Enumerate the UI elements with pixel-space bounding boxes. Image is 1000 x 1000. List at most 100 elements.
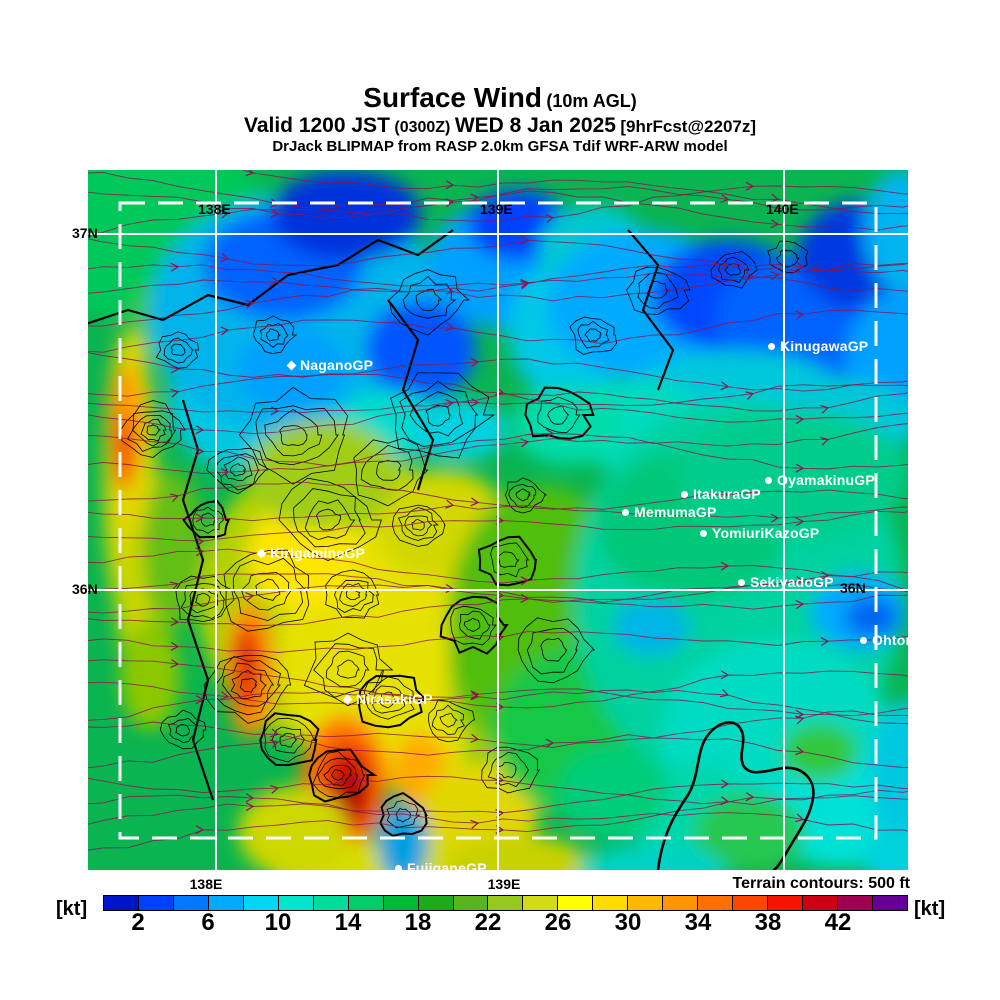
gridline-lon-138E xyxy=(215,170,217,870)
site-marker-icon xyxy=(681,490,688,498)
colorbar-segment xyxy=(418,896,454,910)
colorbar-segment xyxy=(523,896,559,910)
colorbar-tick-34: 34 xyxy=(684,909,712,936)
colorbar-segment xyxy=(173,896,209,910)
gridline-lat-36N xyxy=(88,589,908,591)
colorbar-segment xyxy=(803,896,839,910)
site-label-NaganoGP: NaganoGP xyxy=(286,357,374,373)
gridline-lon-140E xyxy=(783,170,785,870)
colorbar-tick-18: 18 xyxy=(404,909,432,936)
site-marker-icon xyxy=(286,360,297,370)
wind-streamlines xyxy=(88,170,908,851)
colorbar-segment xyxy=(733,896,769,910)
page-title: Surface Wind xyxy=(363,82,542,113)
colorbar-segment xyxy=(313,896,349,910)
colorbar-tick-26: 26 xyxy=(544,909,572,936)
site-name: MemumaGP xyxy=(634,504,717,520)
terrain-contours-note: Terrain contours: 500 ft xyxy=(732,875,910,892)
gridline-lon-139E xyxy=(497,170,499,870)
gridline-lat-37N xyxy=(88,233,908,235)
colorbar-segment xyxy=(208,896,244,910)
site-label-KinugawaGP: KinugawaGP xyxy=(768,338,868,354)
site-label-SekiyadoGP: SekiyadoGP xyxy=(738,574,834,590)
site-marker-icon xyxy=(765,476,772,484)
coastline xyxy=(656,721,815,870)
site-label-OhtoneGP: OhtoneGP xyxy=(860,632,908,648)
colorbar-tick-42: 42 xyxy=(824,909,852,936)
site-label-YomiuriKazoGP: YomiuriKazoGP xyxy=(700,525,819,541)
model-line: DrJack BLIPMAP from RASP 2.0km GFSA Tdif… xyxy=(272,138,728,156)
colorbar-segments xyxy=(103,895,908,911)
colorbar-segment xyxy=(278,896,314,910)
colorbar-segment xyxy=(383,896,419,910)
valid-line: Valid 1200 JST (0300Z) WED 8 Jan 2025 [9… xyxy=(0,114,1000,138)
colorbar-segment xyxy=(104,896,139,910)
colorbar-segment xyxy=(348,896,384,910)
valid-date: WED 8 Jan 2025 xyxy=(454,114,616,138)
colorbar-segment xyxy=(243,896,279,910)
colorbar-tick-6: 6 xyxy=(201,909,215,936)
site-label-ItakuraGP: ItakuraGP xyxy=(681,486,761,502)
lon-label-138E: 138E xyxy=(197,201,231,217)
colorbar-segment xyxy=(768,896,804,910)
forecast-tag: [9hrFcst@2207z] xyxy=(620,117,757,137)
site-name: SekiyadoGP xyxy=(750,574,834,590)
valid-time: Valid 1200 JST xyxy=(243,114,390,138)
valid-zulu: (0300Z) xyxy=(394,119,451,137)
bottom-lon-label-139E: 139E xyxy=(487,876,521,892)
colorbar-segment xyxy=(872,896,907,910)
colorbar-tick-2: 2 xyxy=(131,909,145,936)
lat-label-left-36N: 36N xyxy=(72,581,98,597)
lat-label-left-37N: 37N xyxy=(72,225,98,241)
colorbar-tick-10: 10 xyxy=(264,909,292,936)
colorbar-unit-left: [kt] xyxy=(56,898,88,920)
colorbar-tick-14: 14 xyxy=(334,909,362,936)
site-name: NaganoGP xyxy=(300,357,374,373)
site-label-MemumaGP: MemumaGP xyxy=(622,504,717,520)
colorbar-segment xyxy=(628,896,664,910)
colorbar-segment xyxy=(663,896,699,910)
title-suffix: (10m AGL) xyxy=(546,91,637,111)
site-marker-icon xyxy=(738,578,745,586)
colorbar-tick-30: 30 xyxy=(614,909,642,936)
colorbar-unit-right: [kt] xyxy=(914,898,946,920)
lon-label-140E: 140E xyxy=(765,201,799,217)
site-marker-icon xyxy=(256,548,267,558)
site-name: FujiganeGP xyxy=(407,860,487,870)
colorbar-segment xyxy=(558,896,594,910)
site-marker-icon xyxy=(700,529,707,537)
colorbar-tick-38: 38 xyxy=(754,909,782,936)
colorbar-segment xyxy=(838,896,873,910)
site-label-OyamakinuGP: OyamakinuGP xyxy=(765,472,875,488)
lon-label-139E: 139E xyxy=(479,201,513,217)
wind-map: 138E 139E 140E 36N NaganoGP KinugawaGP Oyamaki… xyxy=(88,170,908,870)
site-marker-icon xyxy=(395,864,402,870)
colorbar-segment xyxy=(698,896,734,910)
colorbar-segment xyxy=(138,896,174,910)
header: Surface Wind (10m AGL) Valid 1200 JST (0… xyxy=(0,82,1000,156)
site-name: YomiuriKazoGP xyxy=(712,525,820,541)
site-name: ItakuraGP xyxy=(693,486,761,502)
colorbar-tick-22: 22 xyxy=(474,909,502,936)
colorbar-ticks: 2 6 10 14 18 22 26 30 34 38 42 xyxy=(103,909,908,939)
site-name: OyamakinuGP xyxy=(777,472,875,488)
site-label-NirasakiGP: NirasakiGP xyxy=(342,691,433,707)
site-label-KirigamineGP: KirigamineGP xyxy=(256,545,365,561)
bottom-lon-label-138E: 138E xyxy=(189,876,223,892)
site-name: NirasakiGP xyxy=(356,691,433,707)
site-label-FujiganeGP: FujiganeGP xyxy=(395,860,487,870)
colorbar-segment xyxy=(488,896,524,910)
ridge-lines xyxy=(88,229,675,801)
site-name: KinugawaGP xyxy=(780,338,869,354)
colorbar-segment xyxy=(593,896,629,910)
site-marker-icon xyxy=(622,508,629,516)
colorbar-segment xyxy=(453,896,489,910)
title-line: Surface Wind (10m AGL) xyxy=(0,82,1000,114)
site-marker-icon xyxy=(342,694,353,704)
lat-label-right-36N: 36N xyxy=(840,580,866,596)
site-marker-icon xyxy=(860,636,867,644)
site-name: KirigamineGP xyxy=(270,545,365,561)
site-name: OhtoneGP xyxy=(872,632,908,648)
site-marker-icon xyxy=(768,342,775,350)
